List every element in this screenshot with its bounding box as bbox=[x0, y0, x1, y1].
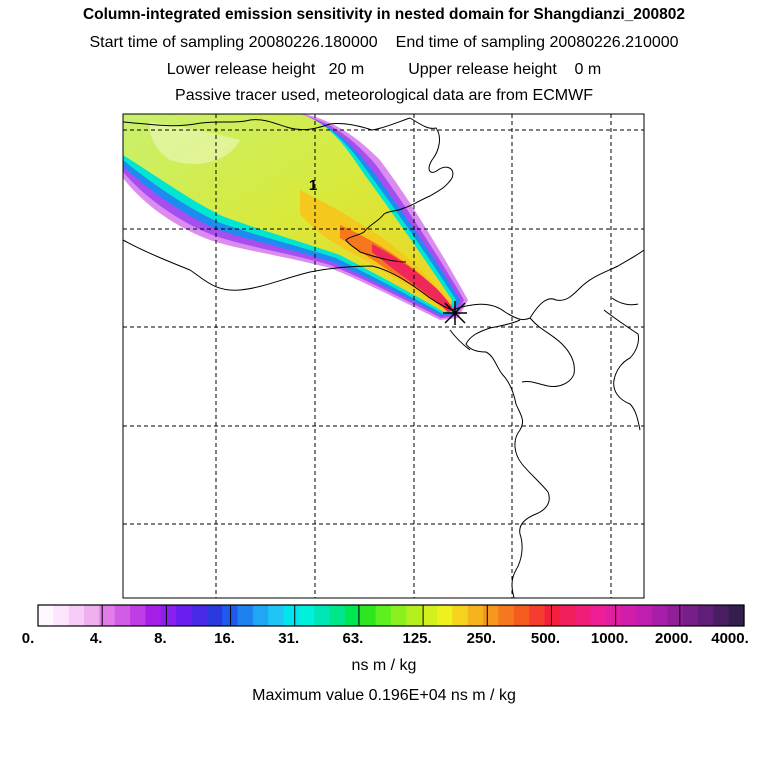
colorbar-tick-label: 8. bbox=[154, 630, 167, 647]
colorbar-cell bbox=[406, 605, 423, 626]
release-height-line: Lower release height 20 m Upper release h… bbox=[0, 61, 768, 79]
colorbar-cell bbox=[206, 605, 223, 626]
colorbar-cell bbox=[84, 605, 100, 626]
colorbar-cell bbox=[344, 605, 361, 626]
colorbar-cell bbox=[298, 605, 315, 626]
chart-title: Column-integrated emission sensitivity i… bbox=[82, 6, 686, 23]
colorbar-cell bbox=[452, 605, 469, 626]
colorbar-cell bbox=[697, 605, 714, 626]
colorbar-cell bbox=[483, 605, 500, 626]
sampling-time-line: Start time of sampling 20080226.180000 En… bbox=[0, 34, 768, 52]
colorbar-cell bbox=[391, 605, 407, 626]
colorbar-cell bbox=[53, 605, 70, 626]
colorbar-cell bbox=[605, 605, 622, 626]
colorbar-unit-label: ns m / kg bbox=[351, 657, 417, 674]
colorbar-cell bbox=[99, 605, 116, 626]
contour-label: 1 bbox=[309, 177, 317, 194]
maximum-value-label: Maximum value 0.196E+04 ns m / kg bbox=[252, 687, 516, 704]
colorbar-cell bbox=[145, 605, 162, 626]
colorbar-tick-label: 500. bbox=[530, 630, 561, 647]
colorbar-tick-label: 0. bbox=[21, 630, 35, 647]
colorbar-tick-label: 16. bbox=[214, 630, 235, 647]
colorbar-cell bbox=[728, 605, 745, 626]
colorbar-cell bbox=[176, 605, 193, 626]
colorbar-cell bbox=[544, 605, 561, 626]
colorbar-cell bbox=[375, 605, 392, 626]
colorbar-tick-label: 1000. bbox=[590, 630, 629, 647]
colorbar-cell bbox=[237, 605, 254, 626]
start-time-label: Start time of sampling 20080226.180000 bbox=[89, 34, 378, 51]
colorbar-cell bbox=[559, 605, 576, 626]
colorbar-tick-label: 4. bbox=[89, 630, 103, 647]
colorbar-tick-label: 125. bbox=[402, 630, 432, 647]
colorbar-cell bbox=[160, 605, 177, 626]
colorbar-cell bbox=[421, 605, 438, 626]
colorbar-cell bbox=[713, 605, 730, 626]
release-site-marker bbox=[443, 301, 467, 325]
colorbar-cell bbox=[667, 605, 684, 626]
map-frame bbox=[122, 113, 645, 599]
colorbar-cell bbox=[498, 605, 515, 626]
colorbar-cell bbox=[38, 605, 54, 626]
colorbar-cells bbox=[38, 605, 745, 626]
colorbar-cell bbox=[68, 605, 85, 626]
colorbar-cell bbox=[360, 605, 377, 626]
colorbar-cell bbox=[191, 605, 208, 626]
colorbar-cell bbox=[467, 605, 484, 626]
colorbar-cell bbox=[114, 605, 131, 626]
colorbar-cell bbox=[437, 605, 453, 626]
colorbar-cell bbox=[130, 605, 147, 626]
lower-release-height-label: Lower release height 20 m bbox=[166, 61, 365, 78]
coastlines bbox=[123, 117, 644, 598]
colorbar-tick-label: 63. bbox=[342, 630, 364, 647]
colorbar-tick-label: 31. bbox=[278, 630, 300, 647]
colorbar-cell bbox=[513, 605, 530, 626]
colorbar-cell bbox=[636, 605, 653, 626]
colorbar-cell bbox=[529, 605, 546, 626]
colorbar-cell bbox=[621, 605, 638, 626]
colorbar-cell bbox=[590, 605, 607, 626]
colorbar-tick-label: 250. bbox=[466, 630, 496, 647]
map-grid bbox=[123, 114, 644, 598]
colorbar-frame bbox=[37, 604, 745, 627]
colorbar-cell bbox=[283, 605, 300, 626]
colorbar-cell bbox=[651, 605, 668, 626]
end-time-label: End time of sampling 20080226.210000 bbox=[395, 34, 679, 51]
colorbar-tick-lines bbox=[101, 605, 681, 626]
colorbar-cell bbox=[252, 605, 269, 626]
tracer-info-label: Passive tracer used, meteorological data… bbox=[175, 87, 593, 104]
colorbar-cell bbox=[575, 605, 592, 626]
upper-release-height-label: Upper release height 0 m bbox=[408, 61, 602, 78]
plume-light-patch bbox=[149, 122, 240, 164]
colorbar-cell bbox=[268, 605, 285, 626]
colorbar-cell bbox=[314, 605, 331, 626]
colorbar-cell bbox=[329, 605, 346, 626]
colorbar-tick-label: 2000. bbox=[655, 630, 693, 647]
colorbar-tick-label: 4000. bbox=[711, 630, 749, 647]
colorbar-cell bbox=[682, 605, 699, 626]
